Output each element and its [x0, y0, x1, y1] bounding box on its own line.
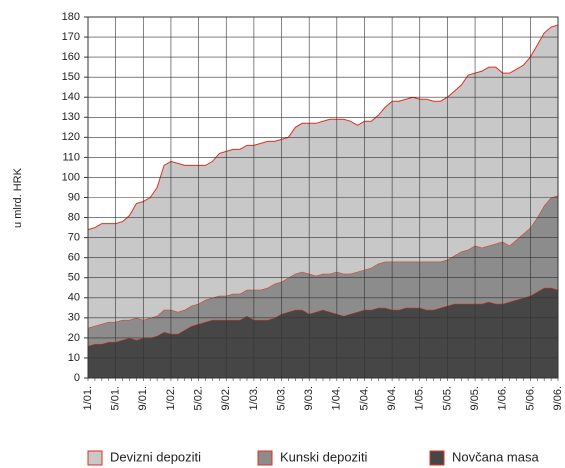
- area-outline: [87, 24, 559, 231]
- x-tick-label: 1/03.: [248, 386, 260, 410]
- y-tick-label: 20: [68, 332, 80, 344]
- area: [88, 195, 558, 346]
- x-tick-label: 5/06.: [524, 386, 536, 410]
- x-tick-label: 1/05.: [414, 386, 426, 410]
- x-tick-label: 9/06.: [552, 386, 564, 410]
- y-tick-label: 130: [62, 111, 80, 123]
- x-tick-label: 9/04.: [386, 386, 398, 410]
- y-tick-label: 150: [62, 71, 80, 83]
- y-tick-label: 70: [68, 232, 80, 244]
- y-tick-label: 90: [68, 191, 80, 203]
- y-tick-label: 0: [74, 372, 80, 384]
- plot-frame: [87, 16, 559, 379]
- area: [88, 287, 558, 378]
- legend-swatch: [87, 450, 103, 466]
- x-tick-label: 9/01.: [137, 386, 149, 410]
- x-tick-label: 9/03.: [303, 386, 315, 410]
- x-tick-label: 1/02.: [165, 386, 177, 410]
- y-tick-label: 80: [68, 211, 80, 223]
- x-tick-label: 1/01.: [82, 386, 94, 410]
- legend-label: Novčana masa: [452, 449, 539, 464]
- x-tick-label: 5/05.: [441, 386, 453, 410]
- y-tick-label: 120: [62, 131, 80, 143]
- x-tick-label: 9/05.: [469, 386, 481, 410]
- x-tick-label: 5/02.: [192, 386, 204, 410]
- legend-label: Devizni depoziti: [110, 449, 201, 464]
- y-tick-label: 140: [62, 91, 80, 103]
- y-axis-label: u mlrd. HRK: [12, 167, 24, 228]
- y-tick-label: 110: [62, 151, 80, 163]
- x-tick-label: 9/02.: [220, 386, 232, 410]
- y-tick-label: 180: [62, 11, 80, 23]
- x-tick-label: 1/04.: [331, 386, 343, 410]
- y-tick-label: 160: [62, 51, 80, 63]
- x-tick-label: 5/03.: [275, 386, 287, 410]
- legend-label: Kunski depoziti: [280, 449, 368, 464]
- x-tick-label: 1/06.: [497, 386, 509, 410]
- y-tick-label: 170: [62, 31, 80, 43]
- y-tick-label: 100: [62, 171, 80, 183]
- y-tick-label: 50: [68, 272, 80, 284]
- legend-swatch: [257, 450, 273, 466]
- y-tick-label: 60: [68, 252, 80, 264]
- y-tick-label: 10: [68, 352, 80, 364]
- y-tick-label: 30: [68, 312, 80, 324]
- y-tick-label: 40: [68, 292, 80, 304]
- legend-swatch: [429, 450, 445, 466]
- x-tick-label: 5/01.: [110, 386, 122, 410]
- x-tick-label: 5/04.: [358, 386, 370, 410]
- area: [88, 25, 558, 328]
